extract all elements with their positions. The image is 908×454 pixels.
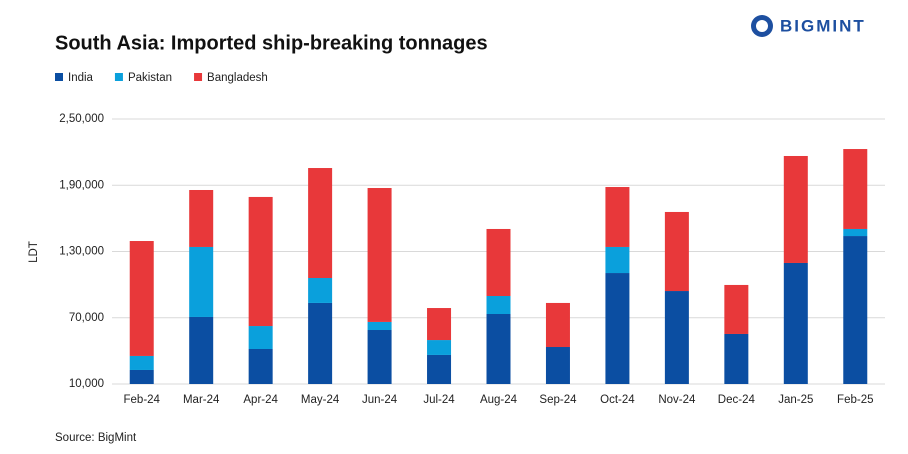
bar-segment <box>545 302 570 348</box>
bar-segment <box>783 155 808 263</box>
bar-segment <box>248 348 273 384</box>
y-tick-label: 10,000 <box>69 378 104 390</box>
legend-swatch <box>114 73 123 81</box>
bar-segment <box>724 284 749 334</box>
x-tick-label: Apr-24 <box>243 394 278 406</box>
bar-segment <box>486 228 511 296</box>
source: Source: BigMint <box>55 432 137 444</box>
x-tick-label: Jan-25 <box>778 394 813 406</box>
bar-segment <box>189 246 214 317</box>
logo-text: BIGMINT <box>780 16 866 35</box>
bar-segment <box>129 241 154 356</box>
x-tick-label: Jul-24 <box>423 394 455 406</box>
x-tick-label: Sep-24 <box>539 394 577 406</box>
bar-segment <box>189 316 214 384</box>
bar-segment <box>724 333 749 384</box>
bar-segment <box>486 313 511 384</box>
bar-segment <box>843 236 868 384</box>
x-tick-label: Oct-24 <box>600 394 635 406</box>
x-tick-label: Feb-25 <box>837 394 873 406</box>
y-tick-label: 2,50,000 <box>59 113 104 125</box>
bar-segment <box>367 321 392 331</box>
bar-segment <box>783 262 808 384</box>
legend-label: Pakistan <box>128 72 172 84</box>
bar-segment <box>605 187 630 247</box>
y-tick-label: 1,90,000 <box>59 179 104 191</box>
bar-segment <box>843 228 868 237</box>
bar-segment <box>367 330 392 384</box>
legend-label: India <box>68 72 94 84</box>
y-axis-label: LDT <box>28 241 40 263</box>
bar-segment <box>664 211 689 292</box>
bar-segment <box>427 308 452 341</box>
bar-segment <box>308 302 333 384</box>
x-tick-label: Dec-24 <box>718 394 756 406</box>
x-tick-label: Jun-24 <box>362 394 398 406</box>
bar-segment <box>605 273 630 384</box>
bar-segment <box>664 291 689 384</box>
bar-segment <box>843 149 868 229</box>
x-tick-label: Mar-24 <box>183 394 220 406</box>
x-tick-label: Nov-24 <box>658 394 696 406</box>
bar-segment <box>427 354 452 384</box>
logo-icon-inner <box>756 20 768 32</box>
y-tick-label: 70,000 <box>69 312 104 324</box>
bar-segment <box>129 355 154 370</box>
bar-segment <box>367 188 392 322</box>
legend-label: Bangladesh <box>207 72 268 84</box>
bar-segment <box>605 246 630 274</box>
bar-segment <box>248 196 273 327</box>
bar-segment <box>129 369 154 384</box>
y-tick-label: 1,30,000 <box>59 246 104 258</box>
bar-segment <box>486 295 511 314</box>
chart-title: South Asia: Imported ship-breaking tonna… <box>55 32 488 54</box>
bar-segment <box>427 340 452 355</box>
bar-segment <box>308 168 333 278</box>
bar-segment <box>189 189 214 247</box>
logo: BIGMINT <box>751 15 866 37</box>
bar-segment <box>545 347 570 384</box>
legend-swatch <box>55 73 63 81</box>
legend-swatch <box>194 73 203 81</box>
bar-segment <box>308 278 333 303</box>
x-tick-label: May-24 <box>301 394 340 406</box>
x-tick-label: Feb-24 <box>124 394 161 406</box>
x-tick-label: Aug-24 <box>480 394 518 406</box>
bar-segment <box>248 326 273 349</box>
